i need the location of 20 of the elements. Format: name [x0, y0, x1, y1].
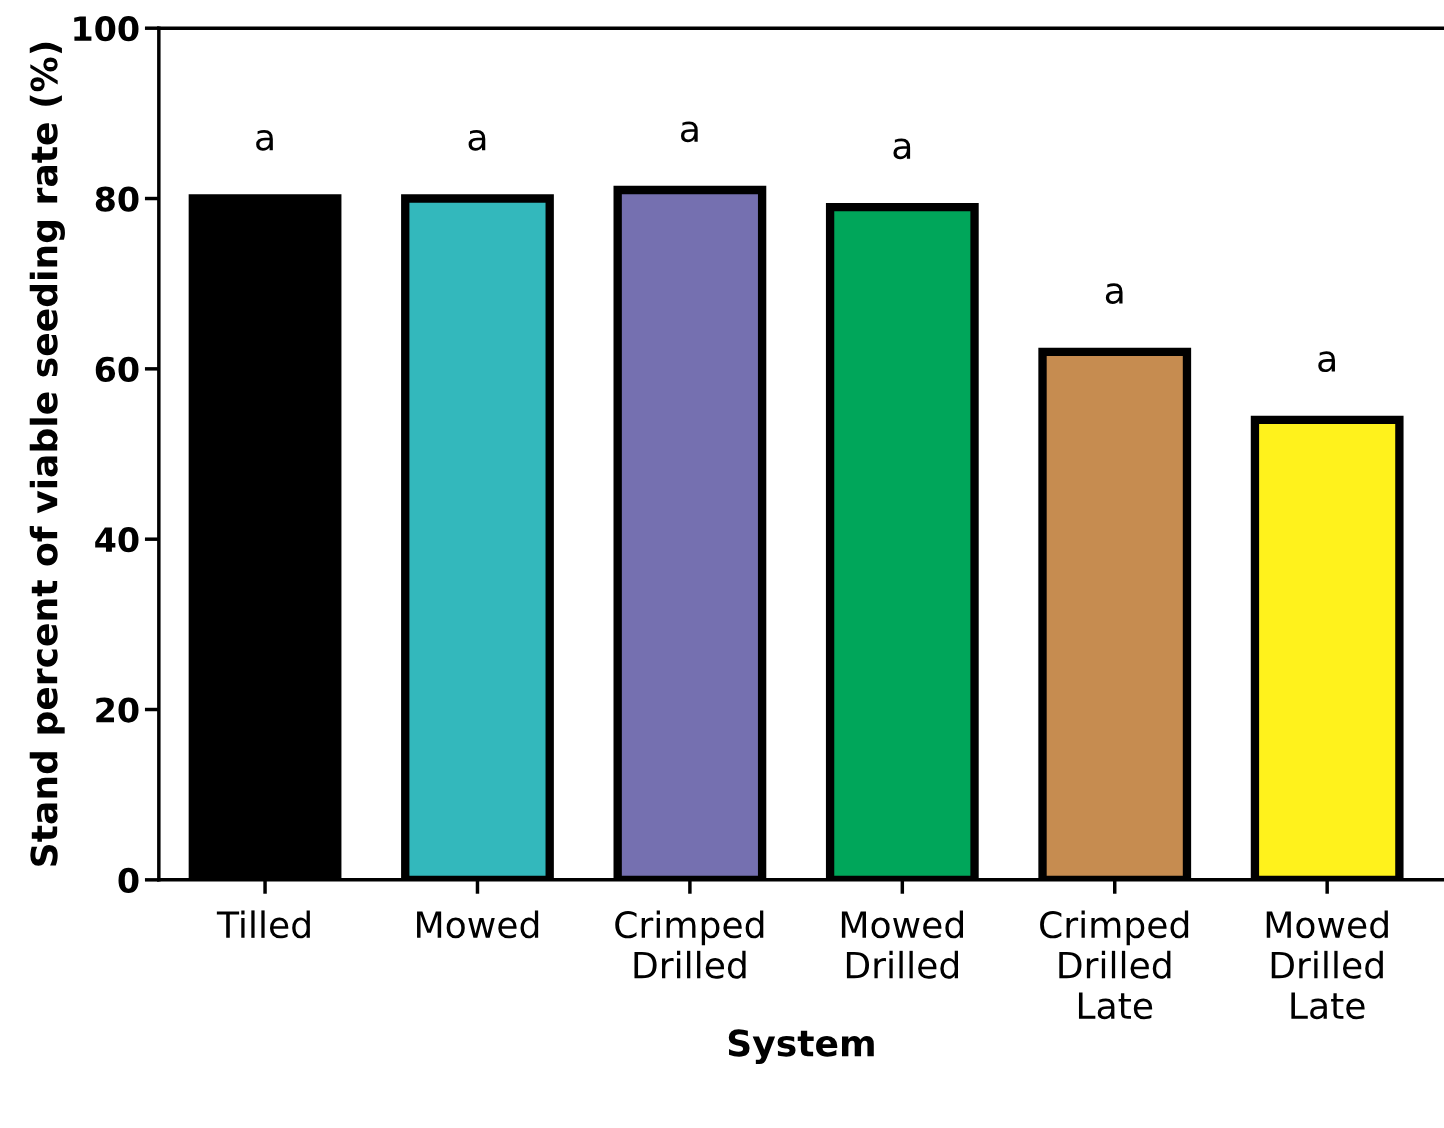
x-tick-label: Tilled	[216, 910, 310, 939]
annotation: a	[1105, 283, 1123, 304]
y-tick-label: 20	[96, 697, 139, 723]
x-tick-label: Mowed Drilled Late	[1266, 910, 1388, 1020]
y-tick-label: 80	[95, 186, 139, 212]
annotation: a	[893, 138, 911, 160]
annotation: a	[1318, 351, 1335, 373]
annotation: a	[681, 121, 698, 143]
y-tick-label: 60	[95, 356, 139, 382]
y-tick-label: 40	[95, 527, 139, 553]
y-axis-title: Stand percent of viable seeding rate (%)	[29, 42, 65, 866]
x-tick-label: Mowed	[417, 910, 539, 939]
x-axis-title: System	[728, 1029, 874, 1064]
x-tick-label: Mowed Drilled	[841, 910, 963, 979]
y-tick-label: 100	[74, 16, 139, 42]
annotation: a	[256, 129, 273, 151]
y-tick-label: 0	[118, 867, 139, 893]
x-tick-label: Crimped Drilled Late	[1040, 910, 1189, 1020]
x-tick-label: Crimped Drilled	[615, 910, 764, 979]
annotation: a	[468, 129, 486, 151]
